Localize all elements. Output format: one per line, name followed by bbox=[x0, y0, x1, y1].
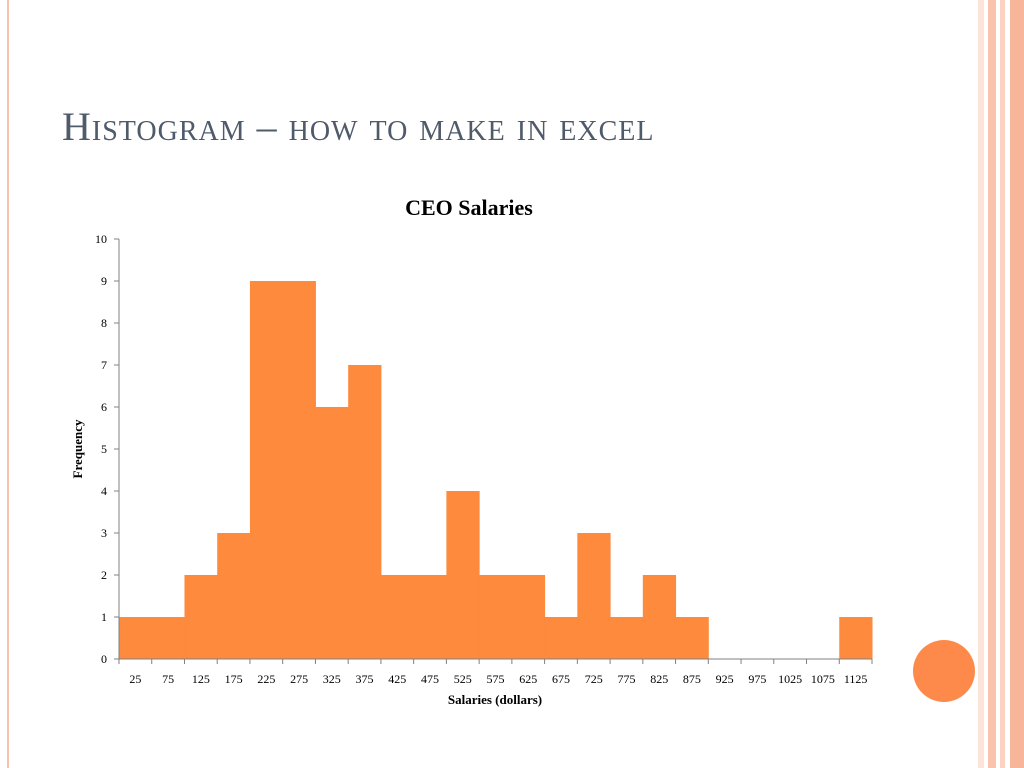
histogram-bar-425 bbox=[380, 575, 415, 659]
y-tick-label: 8 bbox=[101, 316, 107, 330]
x-tick-label: 675 bbox=[552, 672, 570, 686]
slide-frame-right-stripes bbox=[978, 0, 1024, 768]
histogram-bar-125 bbox=[184, 575, 218, 659]
y-axis-label: Frequency bbox=[70, 419, 85, 478]
y-tick-label: 2 bbox=[101, 568, 107, 582]
frame-stripe bbox=[1010, 0, 1024, 768]
x-tick-label: 975 bbox=[748, 672, 766, 686]
frame-stripe bbox=[988, 0, 996, 768]
decorative-circle bbox=[913, 640, 975, 702]
x-tick-label: 925 bbox=[716, 672, 734, 686]
x-tick-label: 225 bbox=[257, 672, 275, 686]
x-tick-label: 725 bbox=[585, 672, 603, 686]
histogram-bar-325 bbox=[315, 407, 349, 659]
x-tick-label: 625 bbox=[519, 672, 537, 686]
x-axis-label: Salaries (dollars) bbox=[448, 692, 542, 707]
x-tick-label: 1025 bbox=[778, 672, 802, 686]
x-tick-label: 525 bbox=[454, 672, 472, 686]
histogram-bar-725 bbox=[577, 533, 611, 659]
x-tick-label: 275 bbox=[290, 672, 308, 686]
histogram-bar-25 bbox=[119, 617, 153, 659]
histogram-bar-775 bbox=[610, 617, 644, 659]
bars-group bbox=[119, 281, 873, 659]
x-tick-label: 575 bbox=[487, 672, 505, 686]
y-tick-label: 9 bbox=[101, 274, 107, 288]
histogram-bar-1125 bbox=[839, 617, 873, 659]
x-tick-label: 425 bbox=[388, 672, 406, 686]
x-tick-label: 375 bbox=[356, 672, 374, 686]
histogram-bar-225 bbox=[249, 281, 284, 659]
x-tick-label: 75 bbox=[162, 672, 174, 686]
x-tick-label: 25 bbox=[129, 672, 141, 686]
histogram-bar-75 bbox=[151, 617, 185, 659]
histogram-bar-575 bbox=[479, 575, 513, 659]
x-tick-label: 125 bbox=[192, 672, 210, 686]
x-tick-label: 1075 bbox=[811, 672, 835, 686]
x-tick-label: 475 bbox=[421, 672, 439, 686]
histogram-bar-175 bbox=[217, 533, 251, 659]
y-tick-label: 7 bbox=[101, 358, 107, 372]
x-tick-label: 175 bbox=[225, 672, 243, 686]
histogram-bar-675 bbox=[544, 617, 578, 659]
y-tick-label: 5 bbox=[101, 442, 107, 456]
histogram-bar-625 bbox=[511, 575, 546, 659]
y-tick-label: 4 bbox=[101, 484, 107, 498]
y-tick-label: 10 bbox=[95, 232, 107, 246]
y-tick-label: 1 bbox=[101, 610, 107, 624]
histogram-bar-475 bbox=[413, 575, 447, 659]
x-tick-label: 325 bbox=[323, 672, 341, 686]
x-tick-label: 1125 bbox=[844, 672, 868, 686]
slide-frame-left-line bbox=[7, 0, 9, 768]
frame-stripe bbox=[1000, 0, 1005, 768]
histogram-bar-525 bbox=[446, 491, 480, 659]
chart-title: CEO Salaries bbox=[405, 195, 533, 220]
frame-stripe bbox=[978, 0, 984, 768]
x-tick-label: 875 bbox=[683, 672, 701, 686]
histogram-bar-825 bbox=[642, 575, 677, 659]
y-tick-label: 3 bbox=[101, 526, 107, 540]
y-tick-label: 6 bbox=[101, 400, 107, 414]
x-tick-label: 775 bbox=[617, 672, 635, 686]
slide-title: Histogram – how to make in excel bbox=[62, 104, 655, 149]
histogram-bar-875 bbox=[675, 617, 709, 659]
x-tick-label: 825 bbox=[650, 672, 668, 686]
histogram-bar-275 bbox=[282, 281, 316, 659]
y-tick-label: 0 bbox=[101, 652, 107, 666]
histogram-bar-375 bbox=[348, 365, 382, 659]
